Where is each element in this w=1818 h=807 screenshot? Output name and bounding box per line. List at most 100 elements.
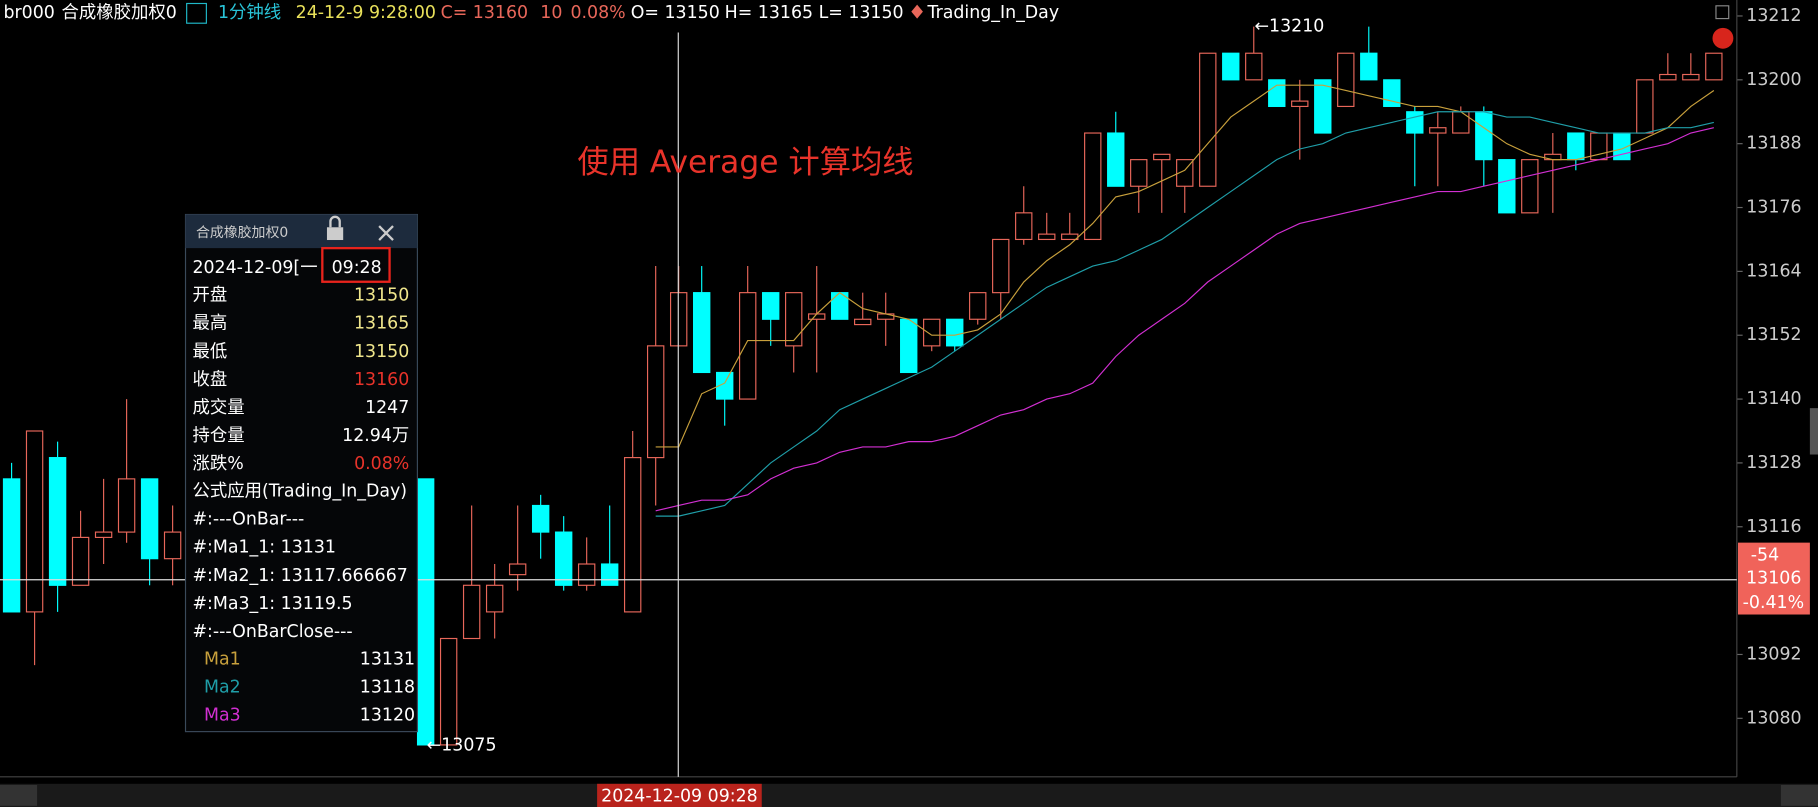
grid-icon[interactable]	[186, 2, 207, 24]
ma-value: 13118	[360, 678, 415, 698]
candle-body	[1498, 159, 1516, 214]
ma-legend: Ma2	[204, 678, 241, 698]
ma-line	[655, 111, 1714, 517]
header: br000 合成橡胶加权0 1分钟线 24-12-9 9:28:00 C= 13…	[3, 2, 1060, 24]
candle-body	[25, 430, 44, 613]
formula-line: #:Ma2_1: 13117.666667	[192, 566, 407, 586]
candle-body	[71, 536, 90, 586]
candle-body	[1061, 233, 1079, 241]
y-tick-label: 13116	[1746, 517, 1801, 537]
candle-body	[854, 318, 872, 326]
candle-body	[163, 531, 182, 560]
open: O= 13150	[631, 3, 720, 23]
candle-body	[1406, 111, 1424, 134]
candle-body	[923, 318, 941, 347]
alert-icon[interactable]	[1712, 27, 1734, 49]
strategy: Trading_In_Day	[927, 3, 1060, 23]
row-label: 持仓量	[192, 426, 244, 446]
row-value: 13150	[354, 286, 409, 306]
ma-legend: Ma3	[204, 705, 241, 725]
candle-body	[646, 345, 665, 459]
crosshair-pct: -0.41%	[1743, 593, 1804, 613]
candle-body	[1636, 79, 1654, 134]
candle-body	[1245, 52, 1263, 81]
row-value: 13165	[354, 314, 409, 334]
scroll-right[interactable]	[1780, 784, 1818, 806]
scroll-left[interactable]	[0, 784, 38, 806]
formula-line: #:---OnBar---	[192, 510, 304, 530]
annotation: 使用 Average 计算均线	[577, 144, 913, 180]
scrollbar[interactable]	[0, 783, 1818, 807]
datetime: 24-12-9 9:28:00	[296, 3, 436, 23]
close: C= 13160	[441, 3, 529, 23]
candle-body	[1130, 159, 1148, 187]
formula-line: #:---OnBarClose---	[192, 622, 352, 642]
candle-body	[1567, 132, 1585, 161]
candle-body	[1084, 132, 1102, 241]
period[interactable]: 1分钟线	[218, 3, 281, 23]
window-button[interactable]	[1715, 5, 1730, 20]
panel-time: 09:28	[332, 258, 382, 278]
candle-body	[1291, 100, 1309, 108]
row-label: 最高	[192, 314, 227, 334]
ma-line	[655, 127, 1714, 512]
candle-body	[554, 531, 573, 586]
candle-body	[508, 563, 527, 576]
candle-body	[1682, 73, 1700, 81]
candle-body	[439, 637, 458, 746]
y-tick-label: 13188	[1746, 134, 1801, 154]
panel-date: 2024-12-09[一	[192, 258, 317, 278]
plot-area	[2, 15, 1743, 746]
row-label: 成交量	[192, 398, 244, 418]
crosshair-price-box	[1737, 542, 1810, 615]
row-value: 13160	[354, 370, 409, 390]
candle-body	[1521, 159, 1539, 214]
candle-body	[1705, 52, 1723, 81]
y-tick-label: 13164	[1746, 261, 1801, 281]
candle-body	[485, 584, 504, 613]
candle-body	[946, 318, 964, 347]
row-label: 开盘	[192, 286, 227, 306]
row-value: 0.08%	[354, 454, 409, 474]
candle-body	[715, 371, 734, 400]
low: L= 13150	[819, 3, 904, 23]
row-label: 收盘	[192, 370, 227, 390]
formula-line: 公式应用(Trading_In_Day)	[192, 482, 407, 502]
max-label: ←13210	[1255, 17, 1325, 37]
candle-body	[1222, 52, 1240, 81]
highlight-box	[321, 246, 391, 283]
row-label: 最低	[192, 342, 227, 362]
formula-line: #:Ma3_1: 13119.5	[192, 594, 352, 614]
panel-title: 合成橡胶加权0	[196, 224, 288, 241]
y-tick-label: 13092	[1746, 644, 1801, 664]
min-label: ←13075	[427, 736, 497, 756]
candle-body	[762, 292, 780, 320]
candle-body	[1153, 153, 1171, 161]
ma-value: 13120	[360, 705, 415, 725]
candle-body	[992, 238, 1010, 294]
candle-body	[1452, 111, 1470, 134]
candle-body	[1360, 52, 1378, 81]
candle-body	[1268, 79, 1286, 108]
candle-body	[1038, 233, 1056, 241]
candle-body	[1429, 127, 1447, 134]
candle-body	[900, 318, 918, 374]
candle-body	[600, 563, 619, 586]
ma-value: 13131	[360, 650, 415, 670]
row-value: 13150	[354, 342, 409, 362]
change: 10	[540, 3, 562, 23]
side-tab[interactable]	[1809, 408, 1818, 455]
lock-icon[interactable]	[326, 227, 344, 241]
crosshair-time: 2024-12-09 09:28	[601, 787, 758, 807]
candle-body	[416, 478, 435, 746]
candle-body	[462, 584, 481, 640]
crosshair-time-box	[597, 783, 762, 807]
formula-line: #:Ma1_1: 13131	[192, 538, 336, 558]
crosshair-diff: -54	[1751, 545, 1779, 565]
candle-body	[739, 292, 757, 400]
ma-line	[655, 84, 1715, 448]
high: H= 13165	[725, 3, 813, 23]
close-button[interactable]	[378, 225, 394, 241]
candle-body	[48, 457, 67, 586]
